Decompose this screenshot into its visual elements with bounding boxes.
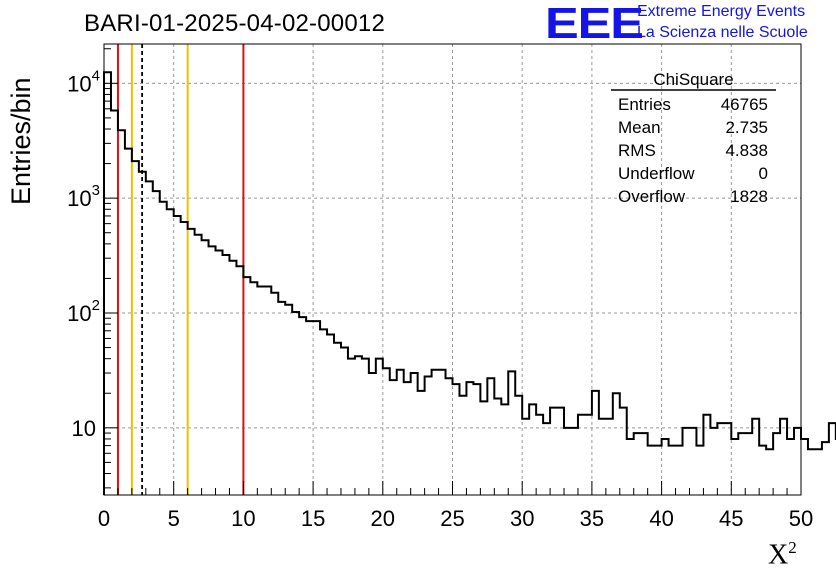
y-tick-label: 102: [67, 297, 100, 326]
y-tick-label-base: 10: [67, 71, 91, 96]
x-tick-label: 20: [371, 506, 395, 531]
stats-box: ChiSquare Entries 46765 Mean 2.735 RMS 4.838 Un…: [611, 70, 776, 206]
y-tick-label: 103: [67, 182, 100, 211]
x-axis-label-exponent: 2: [788, 538, 797, 557]
eee-logo: EEE: [545, 0, 644, 48]
y-tick-label-exponent: 2: [92, 297, 100, 314]
x-tick-label: 40: [649, 506, 673, 531]
x-tick-label: 50: [789, 506, 813, 531]
x-tick-label: 5: [168, 506, 180, 531]
stats-row-value: 46765: [721, 95, 768, 114]
x-axis-ticks: 0 5 10 15 20 25 30 35 40 45 50: [98, 481, 813, 531]
logo-subtitle-line1: Extreme Energy Events: [637, 3, 806, 20]
x-tick-label: 45: [719, 506, 743, 531]
stats-row-value: 2.735: [725, 118, 768, 137]
x-tick-label: 30: [510, 506, 534, 531]
stats-row-label: Underflow: [618, 164, 695, 183]
y-tick-label-base: 10: [67, 301, 91, 326]
y-tick-label-base: 10: [67, 186, 91, 211]
plot-title: BARI-01-2025-04-02-00012: [84, 10, 385, 37]
stats-row-value: 4.838: [725, 141, 768, 160]
y-tick-label: 10: [72, 416, 96, 441]
y-tick-label: 104: [67, 67, 100, 96]
x-tick-label: 10: [231, 506, 255, 531]
stats-row-value: 1828: [730, 187, 768, 206]
x-tick-label: 0: [98, 506, 110, 531]
logo-subtitle-line2: La Scienza nelle Scuole: [637, 24, 808, 41]
x-axis-label-base: X: [768, 539, 789, 571]
x-tick-label: 35: [580, 506, 604, 531]
histogram: [103, 71, 836, 495]
x-tick-label: 15: [301, 506, 325, 531]
x-tick-label: 25: [440, 506, 464, 531]
stats-row-label: Entries: [618, 95, 671, 114]
stats-title: ChiSquare: [653, 70, 733, 89]
stats-row-label: Mean: [618, 118, 661, 137]
y-tick-label-exponent: 3: [92, 182, 100, 199]
grid-lines: [104, 44, 801, 495]
stats-row-label: RMS: [618, 141, 656, 160]
stats-row-value: 0: [759, 164, 768, 183]
y-tick-label-exponent: 4: [92, 67, 100, 84]
histogram-outline: [103, 71, 836, 495]
x-axis-label: X2: [768, 538, 797, 571]
stats-row-label: Overflow: [618, 187, 686, 206]
